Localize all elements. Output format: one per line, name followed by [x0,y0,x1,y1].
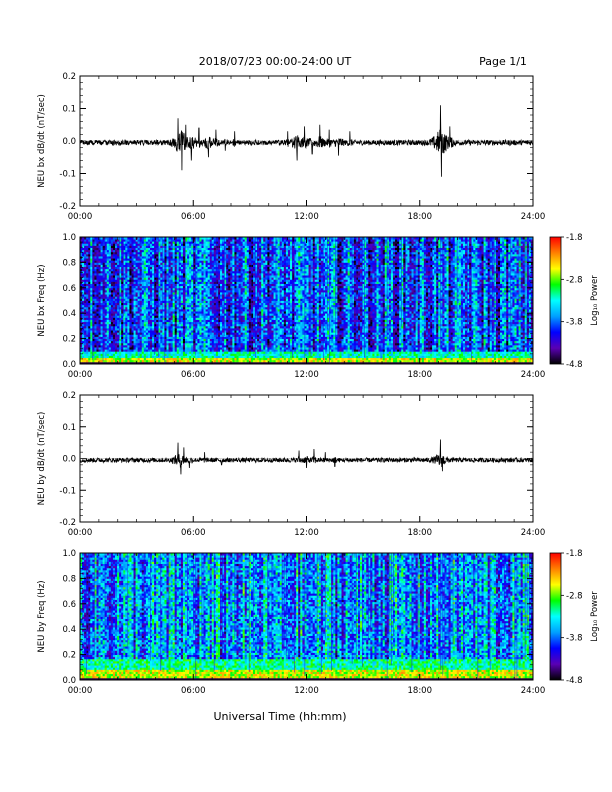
spectrogram-streak [154,237,155,355]
y-tick-label: -0.1 [59,170,76,180]
y-tick-label: -0.2 [59,202,76,212]
y-tick-label: 0.2 [62,72,76,82]
page-indicator: Page 1/1 [479,55,527,68]
y-axis-label: NEU bx dB/dt (nT/sec) [37,94,47,188]
spectrogram-streak [185,237,186,333]
spectrogram-streak [169,237,170,319]
spectrogram-streak [140,237,141,335]
spectrogram-streak [105,237,106,348]
spectrogram-streak [123,237,124,316]
spectrogram-streak [162,237,163,329]
spectrogram-streak [158,237,159,357]
spectrogram-streak [92,237,93,360]
spectrogram-cells [80,237,533,364]
spectrogram-streak [216,237,217,338]
signal-trace [80,105,533,177]
bx-spectrogram-panel: 00:00 06:00 12:00 18:00 24:000.00.20.40.60.8… [37,233,545,380]
spectrogram-streak [119,237,120,340]
x-tick-label: 12:00 [294,212,319,222]
x-tick-label: 00:00 [68,212,93,222]
figure-title: 2018/07/23 00:00-24:00 UT [199,55,352,68]
spectrogram-streak [218,237,219,324]
spectrogram-streak [224,237,225,336]
spectrogram-streak [164,237,165,363]
spectrogram-streak [241,237,242,318]
bx-derivative-panel: 00:00 06:00 12:00 18:00 24:00 -0.2 -0.1 0.0 0.1 0… [37,72,545,222]
spectrogram-streak [195,237,196,356]
x-tick-label: 24:00 [521,212,546,222]
spectrogram-streak [193,237,194,324]
y-tick-label: 0.0 [62,137,76,147]
x-tick-label: 18:00 [408,212,433,222]
spectrogram-streak [179,237,180,317]
spectrogram-streak [103,237,104,361]
x-tick-label: 06:00 [181,212,206,222]
spectrogram-streak [131,237,132,347]
y-tick-label: 0.1 [62,105,76,115]
